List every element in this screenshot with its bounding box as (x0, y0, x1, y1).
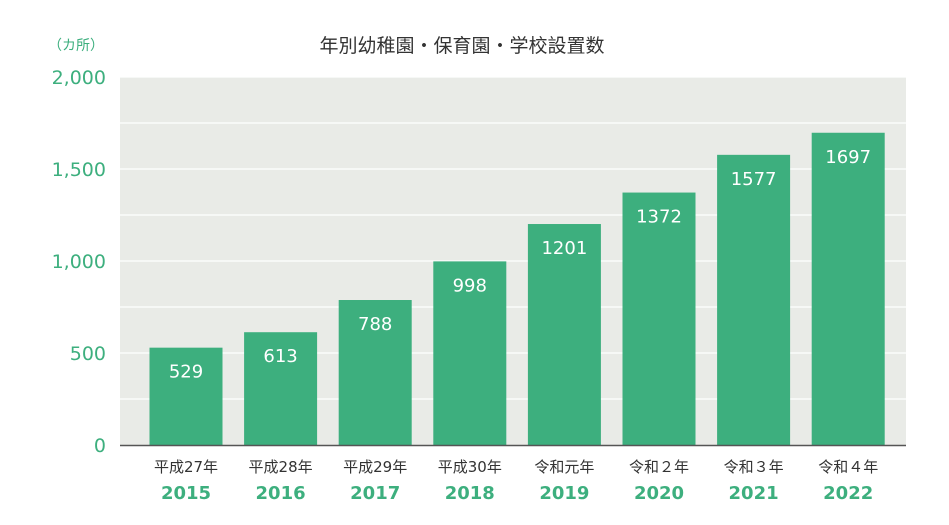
x-tick-era-label: 令和４年 (818, 458, 878, 476)
bar (244, 332, 318, 445)
x-tick-year-label: 2017 (350, 483, 400, 504)
data-label: 998 (453, 275, 487, 296)
x-tick-era-label: 平成29年 (343, 458, 407, 476)
x-tick-era-label: 平成30年 (438, 458, 502, 476)
bar (717, 154, 791, 445)
y-tick-label: 1,000 (52, 251, 106, 273)
chart-title: 年別幼稚園・保育園・学校設置数 (319, 35, 604, 57)
data-label: 1201 (541, 238, 587, 259)
y-axis-ticks: 0 500 1,000 1,500 2,000 (52, 67, 106, 457)
bar (433, 261, 507, 445)
x-tick-era-label: 平成28年 (249, 458, 313, 476)
x-tick-era-label: 令和元年 (534, 458, 594, 476)
bar (338, 300, 412, 445)
data-label: 613 (263, 346, 297, 367)
x-tick-year-label: 2018 (445, 483, 495, 504)
y-axis-unit: （カ所） (48, 38, 104, 54)
x-axis-ticks: 平成27年 2015 平成28年 2016 平成29年 2017 平成30年 2018 令和元年… (154, 458, 878, 504)
data-label: 1577 (731, 169, 777, 190)
x-tick-year-label: 2022 (823, 483, 873, 504)
y-tick-label: 500 (70, 343, 106, 365)
data-label: 788 (358, 314, 392, 335)
data-labels: 529 613 788 998 1201 1372 1577 1697 (169, 147, 871, 383)
bar (527, 224, 601, 445)
y-tick-label: 0 (94, 435, 106, 457)
x-tick-year-label: 2020 (634, 483, 684, 504)
x-tick-era-label: 令和３年 (724, 458, 784, 476)
x-tick-era-label: 令和２年 (629, 458, 689, 476)
y-tick-label: 1,500 (52, 159, 106, 181)
y-tick-label: 2,000 (52, 67, 106, 89)
x-tick-year-label: 2019 (539, 483, 589, 504)
x-tick-year-label: 2021 (729, 483, 779, 504)
data-label: 529 (169, 362, 203, 383)
data-label: 1372 (636, 207, 682, 228)
bar (622, 192, 696, 445)
bar (149, 347, 223, 445)
x-tick-era-label: 平成27年 (154, 458, 218, 476)
x-tick-year-label: 2016 (256, 483, 306, 504)
bar (811, 132, 885, 445)
bars (149, 132, 885, 445)
data-label: 1697 (825, 147, 871, 168)
x-tick-year-label: 2015 (161, 483, 211, 504)
